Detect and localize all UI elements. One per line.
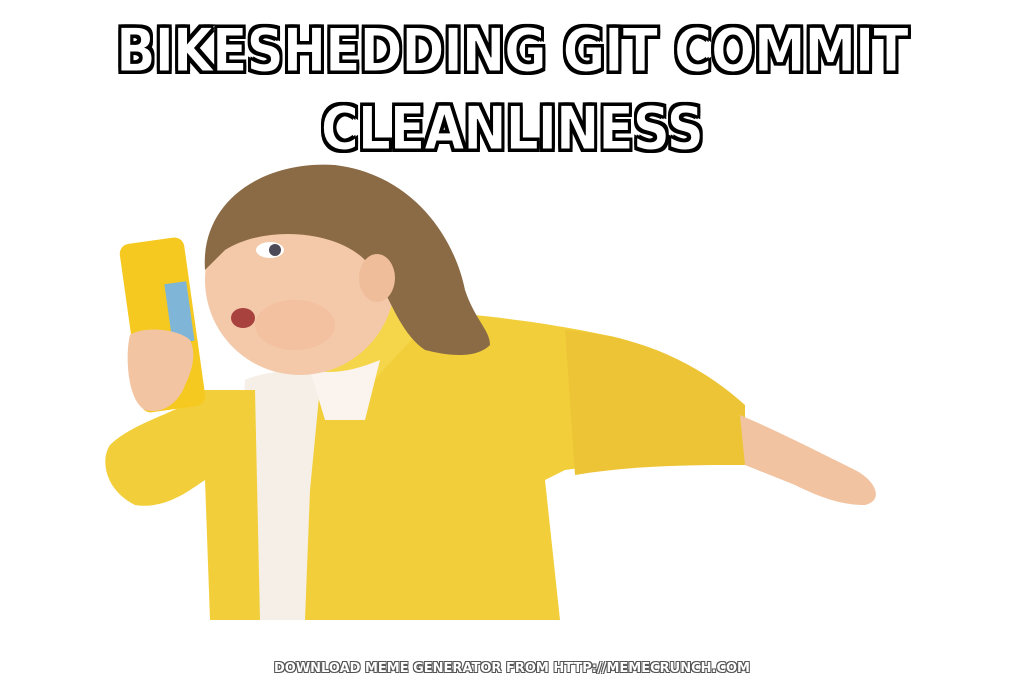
meme-photo bbox=[105, 164, 876, 620]
meme-top-text-line2: CLEANLINESS bbox=[320, 94, 704, 165]
meme-footer-watermark: DOWNLOAD MEME GENERATOR FROM HTTP://MEME… bbox=[274, 661, 750, 676]
meme-top-text-line1: BIKESHEDDING GIT COMMIT bbox=[116, 16, 909, 87]
